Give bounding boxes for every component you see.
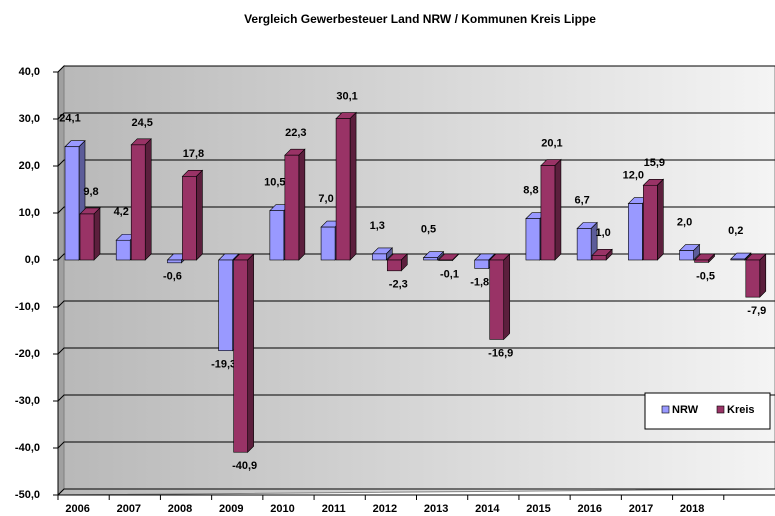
x-tick-label: 2014 (475, 503, 500, 515)
y-tick-label: -30,0 (15, 395, 40, 407)
grid-line (57, 488, 775, 496)
x-tick-label: 2007 (117, 503, 141, 515)
bar (437, 253, 460, 262)
data-label: 22,3 (285, 127, 306, 139)
data-label: 1,0 (595, 227, 610, 239)
plot-side-wall (57, 64, 65, 497)
legend-swatch (661, 405, 670, 414)
x-tick-label: 2017 (629, 503, 653, 515)
data-label: 20,1 (541, 137, 562, 149)
y-tick-label: 40,0 (19, 66, 40, 78)
bar (745, 253, 767, 298)
grid-line (57, 112, 775, 120)
data-label: -0,6 (163, 271, 182, 283)
bar (591, 248, 613, 261)
grid-line (57, 300, 775, 308)
data-label: 1,3 (370, 220, 385, 232)
y-tick-label: -40,0 (15, 442, 40, 454)
y-tick-label: 20,0 (19, 160, 40, 172)
x-tick-label: 2015 (526, 503, 550, 515)
grid-line (57, 441, 775, 449)
grid-line (57, 347, 775, 355)
data-label: -7,9 (747, 305, 766, 317)
legend-label: NRW (672, 404, 699, 416)
x-tick-label: 2013 (424, 503, 448, 515)
bar (642, 178, 665, 261)
bar (678, 243, 701, 261)
data-label: 10,5 (264, 177, 285, 189)
bar (79, 207, 101, 261)
x-tick-label: 2018 (680, 503, 704, 515)
legend-swatch (716, 405, 725, 414)
bar (232, 253, 255, 453)
x-tick-label: 2011 (322, 503, 346, 515)
data-label: -1,8 (470, 276, 489, 288)
data-label: -40,9 (232, 460, 257, 472)
y-tick-label: -10,0 (15, 301, 40, 313)
y-tick-label: 30,0 (19, 113, 40, 125)
bar (540, 158, 562, 261)
bar (386, 253, 409, 272)
data-label: 30,1 (336, 90, 357, 102)
data-label: 0,2 (728, 225, 743, 237)
grid-line (57, 394, 775, 402)
bar (693, 253, 716, 264)
bar (181, 169, 204, 261)
bar (371, 247, 394, 261)
y-tick-label: 0,0 (25, 254, 40, 266)
legend-label: Kreis (727, 404, 755, 416)
bar (130, 138, 152, 261)
x-tick-label: 2006 (65, 503, 89, 515)
y-tick-label: 10,0 (19, 207, 40, 219)
bar (284, 148, 306, 261)
x-tick-label: 2016 (578, 503, 602, 515)
data-label: 9,8 (83, 186, 98, 198)
bar (335, 111, 357, 261)
bar (576, 221, 598, 261)
data-label: -0,5 (696, 270, 715, 282)
data-label: 7,0 (318, 193, 333, 205)
grid-line (57, 65, 775, 73)
data-label: 12,0 (623, 170, 644, 182)
x-tick-label: 2009 (219, 503, 243, 515)
data-label: -0,1 (440, 268, 459, 280)
grid-line (57, 206, 775, 214)
data-label: 8,8 (523, 185, 538, 197)
data-label: 0,5 (421, 224, 436, 236)
x-tick-label: 2012 (373, 503, 397, 515)
data-label: 6,7 (574, 194, 589, 206)
data-label: 24,1 (59, 113, 80, 125)
x-tick-label: 2010 (270, 503, 294, 515)
y-tick-label: -20,0 (15, 348, 40, 360)
data-label: 17,8 (183, 148, 204, 160)
bar (422, 250, 445, 261)
data-label: 4,2 (114, 206, 129, 218)
data-label: 24,5 (132, 117, 153, 129)
bar (730, 252, 752, 261)
data-label: 15,9 (644, 157, 665, 169)
grid-line (57, 159, 775, 167)
data-label: -19,3 (211, 359, 236, 371)
data-label: -16,9 (488, 347, 513, 359)
data-label: -2,3 (389, 279, 408, 291)
data-label: 2,0 (677, 217, 692, 229)
bar (488, 253, 511, 341)
chart-title: Vergleich Gewerbesteuer Land NRW / Kommu… (244, 12, 596, 26)
x-tick-label: 2008 (168, 503, 192, 515)
y-tick-label: -50,0 (15, 489, 40, 501)
